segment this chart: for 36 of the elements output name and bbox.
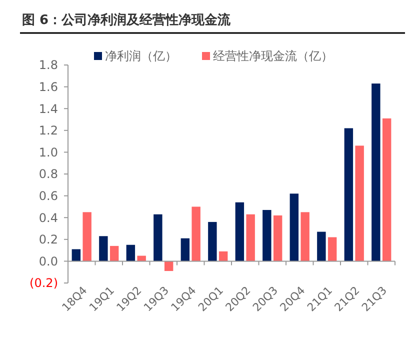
y-tick-label: 1.8	[38, 58, 58, 72]
y-tick-label: 1.0	[38, 145, 58, 160]
bar	[180, 238, 190, 262]
bar	[164, 261, 174, 272]
legend-label: 经营性净现金流（亿）	[213, 49, 333, 64]
bar	[262, 210, 272, 262]
y-tick-label: 0.8	[38, 167, 58, 182]
bar	[355, 146, 364, 262]
y-tick-label: (0.2)	[30, 276, 58, 290]
bar	[126, 244, 136, 262]
bar	[300, 212, 310, 262]
y-tick-label: 1.6	[38, 80, 58, 94]
y-tick-label: 0.4	[38, 210, 58, 225]
y-tick-label: 0.2	[38, 232, 58, 247]
bar	[110, 246, 119, 262]
bar	[317, 232, 326, 262]
y-tick-label: 0.6	[38, 189, 58, 203]
bar	[72, 249, 81, 262]
chart-title: 图 6：公司净利润及经营性净现金流	[22, 12, 232, 28]
bar	[372, 84, 380, 262]
bar	[273, 215, 282, 262]
bar	[246, 214, 255, 262]
bar	[328, 237, 337, 262]
bar	[235, 202, 244, 262]
legend-label: 净利润（亿）	[105, 49, 177, 64]
y-tick-label: 1.4	[38, 102, 58, 116]
y-tick-label: 0.0	[38, 254, 58, 268]
bar	[344, 128, 354, 262]
bar	[208, 222, 217, 262]
bar	[382, 118, 392, 262]
bar	[192, 206, 200, 262]
bar	[154, 214, 162, 262]
bar	[290, 194, 299, 262]
bar	[82, 212, 92, 262]
y-tick-label: 1.2	[38, 124, 58, 138]
bar	[99, 236, 108, 262]
